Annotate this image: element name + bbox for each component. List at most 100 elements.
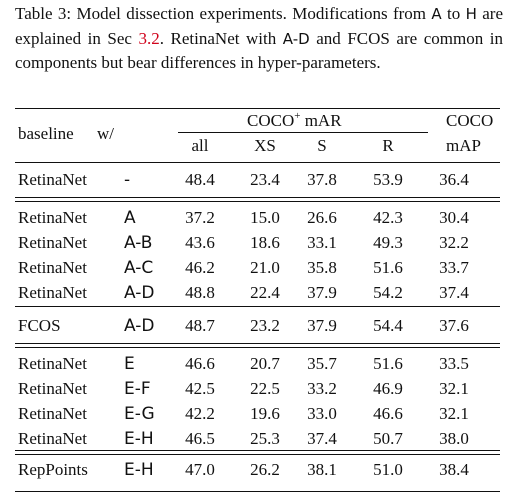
cell-mar-xs: 19.6: [250, 404, 280, 423]
cell-mar-xs: 15.0: [250, 208, 280, 227]
cell-modification: -: [124, 170, 131, 190]
cell-mar-s: 38.1: [307, 460, 337, 479]
caption-mid: are explained in Sec: [15, 4, 503, 48]
cell-baseline: RetinaNet: [18, 170, 87, 189]
cell-mar-xs: 22.4: [250, 283, 280, 302]
cell-mar-all: 42.2: [185, 404, 215, 423]
cell-map: 30.4: [439, 208, 469, 227]
cell-map: 36.4: [439, 170, 469, 189]
cell-modification: E-G: [124, 404, 155, 424]
cell-map: 37.6: [439, 316, 469, 335]
cell-mar-r: 51.0: [373, 460, 403, 479]
header-col-all: all: [191, 136, 209, 155]
header-with: w/: [97, 124, 114, 143]
cell-modification: A: [124, 208, 136, 228]
header-sub-rule: [178, 132, 428, 133]
cell-baseline: RepPoints: [18, 460, 88, 479]
cell-mar-all: 48.7: [185, 316, 215, 335]
group-separator-rule: [15, 197, 500, 198]
caption-lead: Table 3: Model dissection experiments. M…: [15, 4, 432, 23]
cell-mar-s: 33.0: [307, 404, 337, 423]
table-caption: Table 3: Model dissection experiments. M…: [15, 2, 503, 75]
cell-mar-r: 50.7: [373, 429, 403, 448]
cell-modification: A-B: [124, 233, 153, 253]
header-coco-plus-metric: mAR: [304, 111, 342, 130]
group-separator-rule: [15, 450, 500, 451]
cell-mar-s: 37.8: [307, 170, 337, 189]
cell-mar-xs: 23.2: [250, 316, 280, 335]
header-col-s: S: [317, 136, 327, 155]
cell-mar-r: 54.4: [373, 316, 403, 335]
cell-mar-all: 48.4: [185, 170, 215, 189]
cell-baseline: RetinaNet: [18, 258, 87, 277]
caption-to: to: [441, 4, 466, 23]
cell-modification: A-C: [124, 258, 154, 278]
cell-mar-s: 35.8: [307, 258, 337, 277]
section-reference-link[interactable]: 3.2: [138, 28, 160, 48]
cell-mar-s: 37.4: [307, 429, 337, 448]
cell-modification: A-D: [124, 316, 155, 336]
cell-mar-xs: 22.5: [250, 379, 280, 398]
cell-mar-r: 46.9: [373, 379, 403, 398]
cell-mar-xs: 26.2: [250, 460, 280, 479]
cell-mar-r: 54.2: [373, 283, 403, 302]
header-col-r: R: [382, 136, 394, 155]
cell-map: 37.4: [439, 283, 469, 302]
cell-mar-r: 53.9: [373, 170, 403, 189]
cell-mar-r: 42.3: [373, 208, 403, 227]
cell-mar-all: 42.5: [185, 379, 215, 398]
cell-mar-r: 51.6: [373, 258, 403, 277]
cell-map: 38.0: [439, 429, 469, 448]
cell-mar-s: 37.9: [307, 283, 337, 302]
group-separator-rule: [15, 201, 500, 202]
cell-baseline: RetinaNet: [18, 233, 87, 252]
cell-mar-xs: 18.6: [250, 233, 280, 252]
caption-rest1: . RetinaNet with: [159, 28, 283, 48]
cell-mar-xs: 23.4: [250, 170, 280, 189]
cell-mar-s: 33.2: [307, 379, 337, 398]
cell-baseline: RetinaNet: [18, 354, 87, 373]
group-separator-rule: [15, 343, 500, 344]
cell-map: 32.1: [439, 379, 469, 398]
header-coco-plus-sup: +: [294, 110, 301, 122]
cell-baseline: RetinaNet: [18, 379, 87, 398]
cell-map: 33.5: [439, 354, 469, 373]
caption-h: H: [465, 5, 477, 23]
caption-rest2: and FCOS are common in components but be…: [15, 28, 503, 73]
cell-mar-s: 37.9: [307, 316, 337, 335]
header-coco-plus: COCO+ mAR: [247, 110, 342, 133]
header-baseline: baseline: [18, 124, 74, 143]
cell-map: 32.2: [439, 233, 469, 252]
cell-mar-s: 26.6: [307, 208, 337, 227]
cell-modification: E-F: [124, 379, 151, 399]
cell-mar-all: 43.6: [185, 233, 215, 252]
cell-mar-all: 46.5: [185, 429, 215, 448]
cell-mar-r: 46.6: [373, 404, 403, 423]
cell-map: 33.7: [439, 258, 469, 277]
cell-mar-all: 37.2: [185, 208, 215, 227]
header-coco-plus-name: COCO: [247, 111, 295, 130]
cell-baseline: RetinaNet: [18, 283, 87, 302]
cell-baseline: RetinaNet: [18, 208, 87, 227]
caption-a: A: [431, 5, 442, 23]
cell-baseline: FCOS: [18, 316, 61, 335]
cell-modification: E-H: [124, 460, 154, 480]
cell-mar-all: 48.8: [185, 283, 215, 302]
cell-baseline: RetinaNet: [18, 404, 87, 423]
group-separator-rule: [15, 347, 500, 348]
cell-mar-all: 47.0: [185, 460, 215, 479]
bottom-rule: [15, 491, 500, 492]
cell-map: 38.4: [439, 460, 469, 479]
cell-modification: E-H: [124, 429, 154, 449]
cell-modification: E: [124, 354, 135, 374]
group-separator-rule: [15, 306, 500, 307]
cell-mar-s: 35.7: [307, 354, 337, 373]
cell-mar-xs: 21.0: [250, 258, 280, 277]
cell-mar-r: 51.6: [373, 354, 403, 373]
cell-mar-r: 49.3: [373, 233, 403, 252]
cell-mar-xs: 20.7: [250, 354, 280, 373]
header-bottom-rule: [15, 162, 500, 163]
group-separator-rule: [15, 454, 500, 455]
cell-mar-all: 46.6: [185, 354, 215, 373]
cell-mar-all: 46.2: [185, 258, 215, 277]
